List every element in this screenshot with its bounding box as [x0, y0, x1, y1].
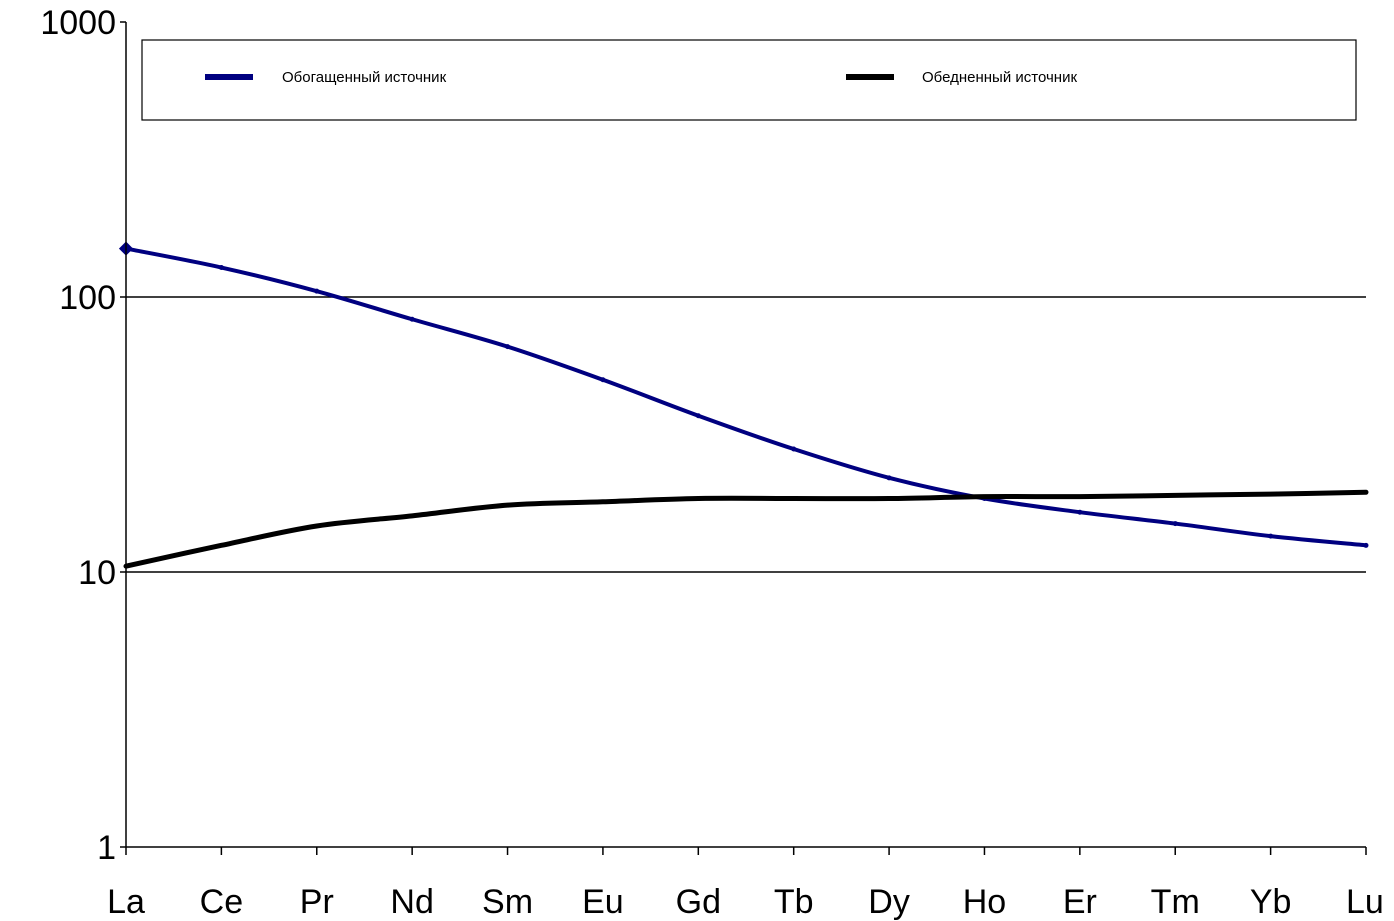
x-tick-label: Tb [774, 883, 814, 921]
x-tick-label: Pr [300, 883, 334, 921]
y-tick-label: 100 [59, 279, 116, 317]
data-point [695, 413, 701, 419]
x-tick-label: Ce [200, 883, 243, 921]
x-tick-label: Gd [676, 883, 721, 921]
data-point [505, 344, 511, 350]
data-point [791, 496, 796, 501]
x-ticks: La Ce Pr Nd Sm Eu Gd Tb Dy Ho Er Tm Yb Lu [107, 847, 1384, 921]
legend-box [141, 39, 1357, 121]
data-point [1173, 493, 1178, 498]
legend-label-depleted: Обедненный источник [922, 69, 1077, 86]
series-layer [118, 241, 1369, 569]
data-point [1268, 533, 1274, 539]
x-tick-label: Nd [390, 883, 433, 921]
y-tick-label: 1 [97, 829, 116, 867]
legend-label-enriched: Обогащенный источник [282, 69, 447, 86]
data-point [1363, 542, 1369, 548]
data-point [219, 543, 224, 548]
data-point [314, 523, 319, 528]
x-tick-label: Tm [1151, 883, 1200, 921]
y-ticks: 1 10 100 1000 [40, 4, 126, 867]
y-tick-label: 10 [78, 554, 116, 592]
data-point [600, 377, 606, 383]
data-point [314, 288, 320, 294]
data-point [600, 499, 605, 504]
x-tick-label: Dy [868, 883, 910, 921]
x-tick-label: Lu [1346, 883, 1384, 921]
x-tick-label: Yb [1250, 883, 1292, 921]
data-point [218, 265, 224, 271]
series-line-0 [124, 246, 1368, 548]
data-point [1077, 494, 1082, 499]
axes [125, 22, 1366, 848]
y-tick-label: 1000 [40, 4, 116, 42]
x-tick-label: Sm [482, 883, 533, 921]
data-point [1268, 492, 1273, 497]
data-point [791, 446, 797, 452]
data-point [505, 503, 510, 508]
data-point [886, 475, 892, 481]
data-point [410, 513, 415, 518]
series-line-1 [123, 489, 1369, 569]
data-point [1077, 509, 1083, 515]
x-tick-label: La [107, 883, 145, 921]
data-point [887, 496, 892, 501]
data-point [1172, 521, 1178, 527]
data-point [409, 316, 415, 322]
x-tick-label: Ho [963, 883, 1006, 921]
x-tick-label: Eu [582, 883, 624, 921]
legend: Обогащенный источник Обедненный источник [141, 39, 1357, 121]
data-point [1364, 490, 1368, 495]
data-point [982, 494, 987, 499]
data-point [696, 496, 701, 501]
x-tick-label: Er [1063, 883, 1097, 921]
